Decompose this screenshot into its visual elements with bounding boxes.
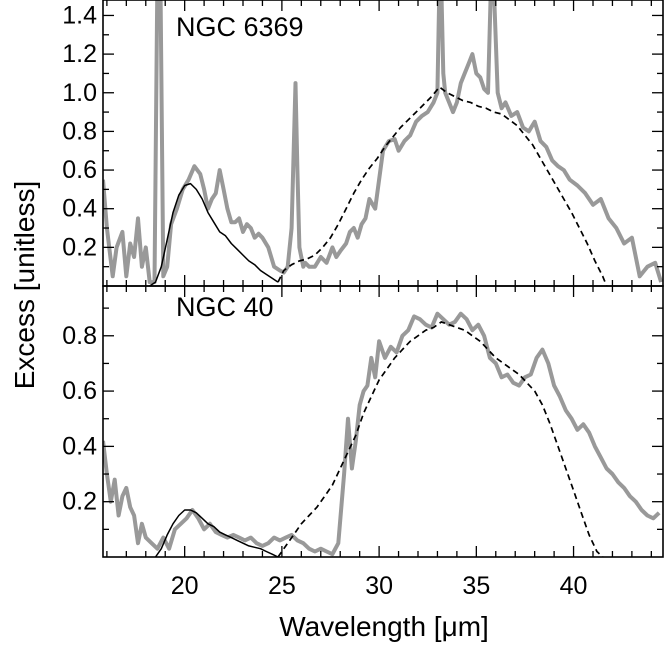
panel-bottom-ticks: 0.2 0.4 0.6 0.8 bbox=[62, 286, 663, 557]
model-dashed-line bbox=[277, 86, 608, 286]
panel-top-series bbox=[103, 0, 663, 286]
panel-top: 0.2 0.4 0.6 0.8 1.0 1.2 1.4 NGC 6369 bbox=[62, 0, 664, 287]
model-solid-line bbox=[154, 509, 279, 557]
panel-bottom-title: NGC 40 bbox=[176, 292, 274, 322]
y-tick-label: 0.6 bbox=[62, 377, 97, 405]
panel-bottom-series bbox=[103, 311, 661, 557]
y-tick-label: 1.2 bbox=[62, 40, 97, 68]
panel-top-frame bbox=[102, 0, 664, 287]
y-tick-label: 0.4 bbox=[62, 432, 97, 460]
observed-spectrum-line bbox=[103, 0, 663, 285]
y-axis-label: Excess [unitless] bbox=[9, 181, 40, 390]
y-tick-label: 1.4 bbox=[62, 1, 97, 29]
panel-bottom: 0.2 0.4 0.6 0.8 NGC 40 bbox=[62, 285, 664, 558]
model-dashed-line bbox=[277, 321, 604, 557]
model-solid-line bbox=[149, 182, 279, 286]
observed-spectrum-line bbox=[103, 311, 661, 557]
y-tick-label: 0.8 bbox=[62, 322, 97, 350]
y-tick-label: 1.0 bbox=[62, 79, 97, 107]
y-tick-label: 0.6 bbox=[62, 156, 97, 184]
panel-bottom-frame bbox=[102, 285, 664, 558]
y-tick-label: 0.8 bbox=[62, 117, 97, 145]
panel-top-ticks: 0.2 0.4 0.6 0.8 1.0 1.2 1.4 bbox=[62, 0, 663, 286]
y-tick-label: 0.2 bbox=[62, 488, 97, 516]
x-tick-label: 30 bbox=[365, 572, 393, 600]
y-tick-label: 0.4 bbox=[62, 195, 97, 223]
x-tick-labels: 20 25 30 35 40 bbox=[171, 572, 588, 600]
x-axis-label: Wavelength [μm] bbox=[279, 611, 489, 642]
x-tick-label: 25 bbox=[268, 572, 296, 600]
y-tick-label: 0.2 bbox=[62, 233, 97, 261]
x-tick-label: 35 bbox=[462, 572, 490, 600]
panel-top-title: NGC 6369 bbox=[176, 12, 304, 42]
x-tick-label: 40 bbox=[560, 572, 588, 600]
x-tick-label: 20 bbox=[171, 572, 199, 600]
